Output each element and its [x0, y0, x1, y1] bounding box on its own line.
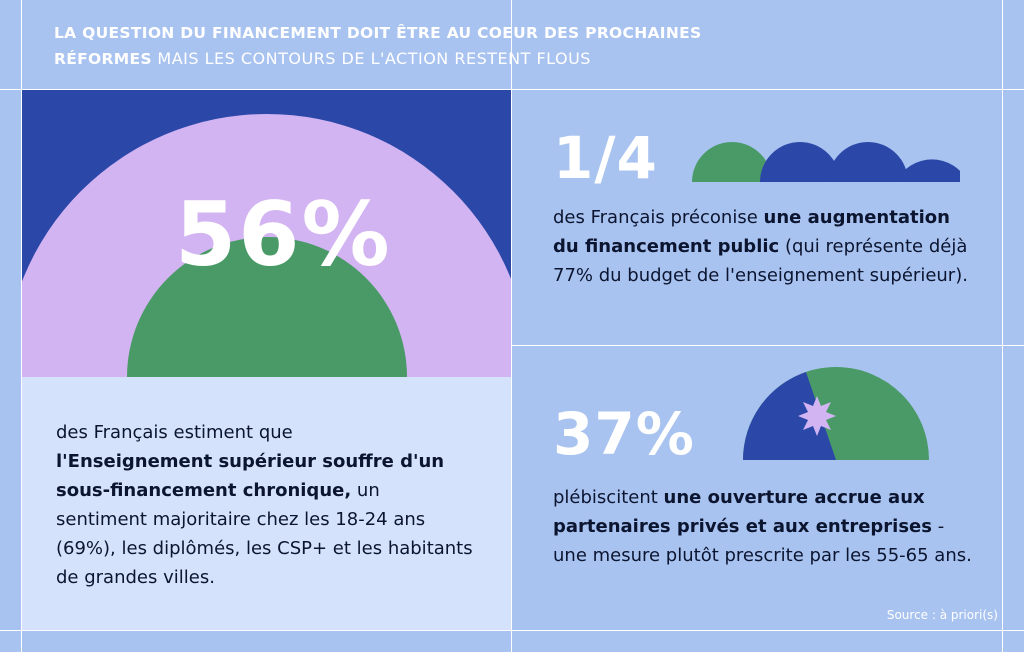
- source-label: Source : à priori(s): [886, 608, 998, 622]
- grid-line-horizontal-top: [0, 89, 1024, 90]
- page-title: LA QUESTION DU FINANCEMENT DOIT ÊTRE AU …: [54, 20, 994, 72]
- top-right-text-1: des Français préconise: [553, 207, 764, 228]
- stat-value-37: 37%: [553, 400, 695, 468]
- semicircle-navy-part: [743, 372, 836, 460]
- stat-value-quarter: 1/4: [553, 124, 658, 192]
- bottom-right-text-1: plébiscitent: [553, 487, 664, 508]
- star-icon: [798, 396, 836, 436]
- grid-line-vertical-right: [1002, 0, 1003, 652]
- grid-line-horizontal-bottom: [0, 630, 1024, 631]
- left-text-1: des Français estiment que: [56, 422, 293, 443]
- dome-green: [692, 142, 772, 182]
- panel-left-text-bg: [22, 377, 511, 630]
- panel-top-right-text: des Français préconise une augmentation …: [553, 203, 973, 290]
- panel-left-graphic: [22, 90, 511, 377]
- split-semicircle-graphic: [743, 367, 929, 460]
- semicircle-graphic: [22, 114, 511, 377]
- bottom-right-text-bold: une ouverture accrue aux partenaires pri…: [553, 487, 932, 537]
- stat-value-56: 56%: [175, 183, 392, 286]
- title-line-2-bold: RÉFORMES: [54, 50, 152, 68]
- dome-navy-1: [760, 142, 840, 182]
- bottom-right-text-2: - une mesure plutôt prescrite par les 55…: [553, 516, 972, 566]
- panel-bottom-right-text: plébiscitent une ouverture accrue aux pa…: [553, 483, 983, 570]
- quarter-domes-graphic: [692, 142, 960, 182]
- dome-navy-3: [896, 159, 960, 182]
- panel-left-text: des Français estiment que l'Enseignement…: [56, 418, 476, 592]
- grid-line-vertical-center: [511, 0, 512, 652]
- top-right-text-2: (qui représente déjà 77% du budget de l'…: [553, 236, 968, 286]
- left-text-2: un sentiment majoritaire chez les 18-24 …: [56, 480, 473, 588]
- dome-navy-2: [828, 142, 908, 182]
- top-right-text-bold: une augmentation du financement public: [553, 207, 950, 257]
- title-line-2: RÉFORMES MAIS LES CONTOURS DE L'ACTION R…: [54, 46, 994, 72]
- title-line-1: LA QUESTION DU FINANCEMENT DOIT ÊTRE AU …: [54, 24, 702, 42]
- grid-line-horizontal-mid-right: [511, 345, 1024, 346]
- green-semicircle: [127, 237, 407, 377]
- title-line-2-light: MAIS LES CONTOURS DE L'ACTION RESTENT FL…: [151, 49, 591, 68]
- left-text-bold: l'Enseignement supérieur souffre d'un so…: [56, 451, 445, 501]
